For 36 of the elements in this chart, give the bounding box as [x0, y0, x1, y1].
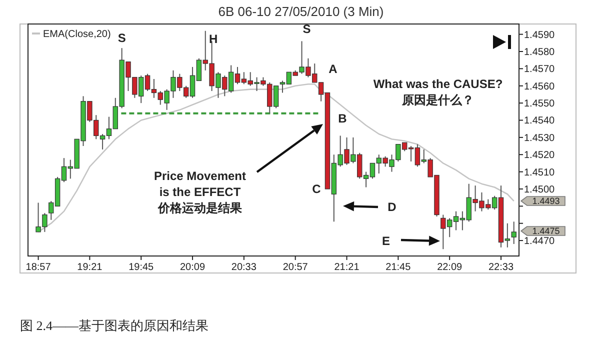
annotation: A — [328, 62, 338, 76]
y-tick-label: 1.4520 — [524, 150, 556, 162]
y-tick-label: 1.4590 — [524, 30, 556, 41]
x-tick-label: 19:45 — [128, 262, 154, 273]
x-tick-label: 21:21 — [334, 262, 360, 273]
y-tick-label: 1.4510 — [524, 167, 556, 178]
x-tick-label: 20:33 — [231, 262, 257, 273]
y-tick-label: 1.4470 — [524, 236, 556, 248]
y-tick-label: 1.4560 — [524, 81, 556, 92]
y-tick-label: 1.4500 — [524, 184, 556, 196]
legend: EMA(Close,20) — [32, 29, 111, 40]
annotation: S — [302, 22, 311, 36]
x-tick-label: 22:33 — [488, 262, 514, 273]
y-tick-label: 1.4550 — [524, 98, 556, 110]
annotation: What was the CAUSE? 原因是什么？ — [373, 77, 503, 107]
annotation: Price Movement is the EFFECT 价格运动是结果 — [154, 169, 246, 215]
y-tick-label: 1.4570 — [524, 64, 556, 76]
x-tick-label: 18:57 — [26, 262, 52, 273]
annotation: E — [382, 234, 390, 248]
value-label: 1.4475 — [520, 226, 566, 236]
y-tick-label: 1.4540 — [524, 116, 556, 127]
x-tick-label: 19:21 — [77, 262, 103, 273]
y-tick-label: 1.4530 — [524, 132, 556, 144]
value-label: 1.4493 — [520, 196, 566, 206]
annotation: H — [209, 32, 218, 46]
x-tick-label: 22:09 — [437, 262, 463, 273]
x-tick-label: 21:45 — [386, 262, 412, 273]
x-tick-label: 20:09 — [180, 262, 206, 273]
annotation: D — [388, 200, 397, 214]
annotation: B — [338, 112, 348, 126]
caption: 图 2.4——基于图表的原因和结果 — [20, 318, 208, 333]
annotation: C — [312, 182, 322, 196]
annotation: S — [118, 31, 126, 46]
y-tick-label: 1.4580 — [524, 46, 556, 58]
chart-title: 6B 06-10 27/05/2010 (3 Min) — [218, 4, 384, 19]
x-tick-label: 20:57 — [282, 262, 308, 273]
